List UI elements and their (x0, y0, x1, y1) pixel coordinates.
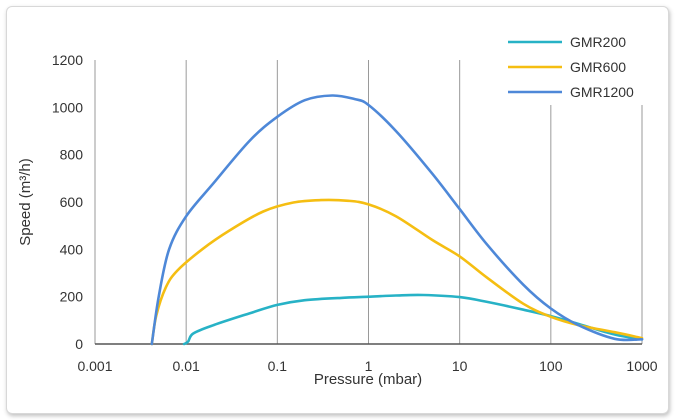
x-tick-label: 0.001 (77, 358, 112, 374)
y-tick-label: 600 (60, 194, 84, 210)
y-tick-label: 1000 (52, 99, 83, 115)
series-line-gmr600 (150, 198, 644, 346)
x-axis-label: Pressure (mbar) (314, 371, 422, 388)
x-tick-label: 1000 (626, 358, 657, 374)
legend-label-gmr600: GMR600 (570, 59, 626, 75)
tick-labels: 0.001 0.01 0.1 1 10 100 1000 0 200 400 600 800 1000 1… (52, 52, 658, 374)
series-line-gmr1200 (150, 94, 644, 346)
grid (94, 60, 643, 344)
y-tick-label: 800 (60, 147, 84, 163)
x-tick-label: 100 (539, 358, 563, 374)
x-tick-label: 10 (452, 358, 468, 374)
y-tick-label: 400 (60, 241, 84, 257)
series-lines (150, 94, 644, 346)
y-axis-label: Speed (m³/h) (17, 158, 34, 246)
y-tick-label: 1200 (52, 52, 83, 68)
legend-label-gmr200: GMR200 (570, 34, 626, 50)
series-line-gmr200 (182, 293, 644, 346)
y-tick-label: 200 (60, 289, 84, 305)
y-tick-label: 0 (75, 336, 83, 352)
x-tick-label: 1 (365, 358, 373, 374)
legend: GMR200 GMR600 GMR1200 (494, 26, 644, 105)
x-tick-label: 0.01 (173, 358, 200, 374)
x-tick-label: 0.1 (268, 358, 288, 374)
legend-label-gmr1200: GMR1200 (570, 84, 634, 100)
